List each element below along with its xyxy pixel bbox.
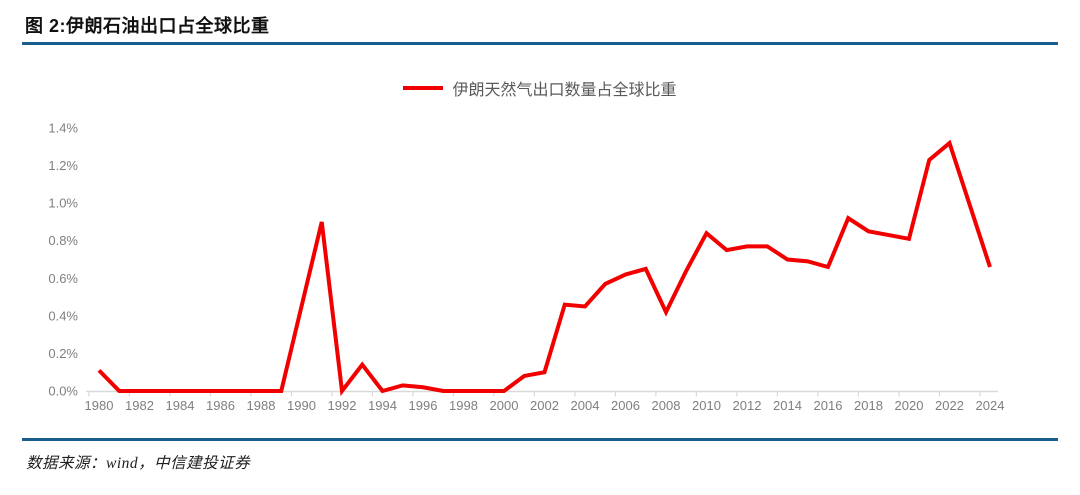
y-tick-label: 0.6% — [48, 271, 78, 286]
x-tick-label: 2010 — [692, 398, 721, 413]
x-tick-label: 1992 — [328, 398, 357, 413]
x-tick-label: 2018 — [854, 398, 883, 413]
x-tick-label: 2000 — [490, 398, 519, 413]
figure-title: 图 2:伊朗石油出口占全球比重 — [25, 16, 270, 36]
x-tick-label: 2014 — [773, 398, 802, 413]
x-tick-label: 2024 — [976, 398, 1005, 413]
x-tick-label: 2020 — [895, 398, 924, 413]
footer-divider — [22, 438, 1058, 441]
x-tick-label: 1984 — [166, 398, 195, 413]
legend-line-swatch — [403, 86, 444, 90]
y-tick-label: 1.4% — [48, 121, 78, 136]
x-tick-label: 2002 — [530, 398, 559, 413]
x-tick-label: 1996 — [409, 398, 438, 413]
title-divider — [22, 42, 1058, 45]
line-chart: 0.0% 0.2% 0.4% 0.6% 0.8% 1.0% 1.2% 1.4% 1980 1982… — [48, 121, 1005, 414]
x-tick-label: 1980 — [85, 398, 114, 413]
x-tick-label: 1994 — [368, 398, 397, 413]
series-line-iran-gas-export-share — [97, 139, 992, 397]
x-tick-label: 2004 — [571, 398, 600, 413]
legend-label: 伊朗天然气出口数量占全球比重 — [452, 82, 677, 99]
x-tick-label: 1998 — [449, 398, 478, 413]
x-tick-label: 2012 — [733, 398, 762, 413]
x-tick-label: 1982 — [125, 398, 154, 413]
x-tick-label: 2006 — [611, 398, 640, 413]
x-tick-label: 1988 — [247, 398, 276, 413]
y-tick-label: 1.0% — [48, 196, 78, 211]
x-tick-label: 1986 — [206, 398, 235, 413]
y-tick-label: 1.2% — [48, 158, 78, 173]
x-tick-label: 2022 — [935, 398, 964, 413]
x-tick-label: 2016 — [814, 398, 843, 413]
y-tick-label: 0.8% — [48, 233, 78, 248]
y-tick-label: 0.0% — [48, 384, 78, 399]
y-tick-label: 0.2% — [48, 346, 78, 361]
data-source-note: 数据来源：wind，中信建投证券 — [26, 455, 251, 472]
chart-legend: 伊朗天然气出口数量占全球比重 — [0, 76, 1080, 100]
x-tick-label: 2008 — [652, 398, 681, 413]
y-tick-label: 0.4% — [48, 308, 78, 323]
x-tick-label: 1990 — [287, 398, 316, 413]
